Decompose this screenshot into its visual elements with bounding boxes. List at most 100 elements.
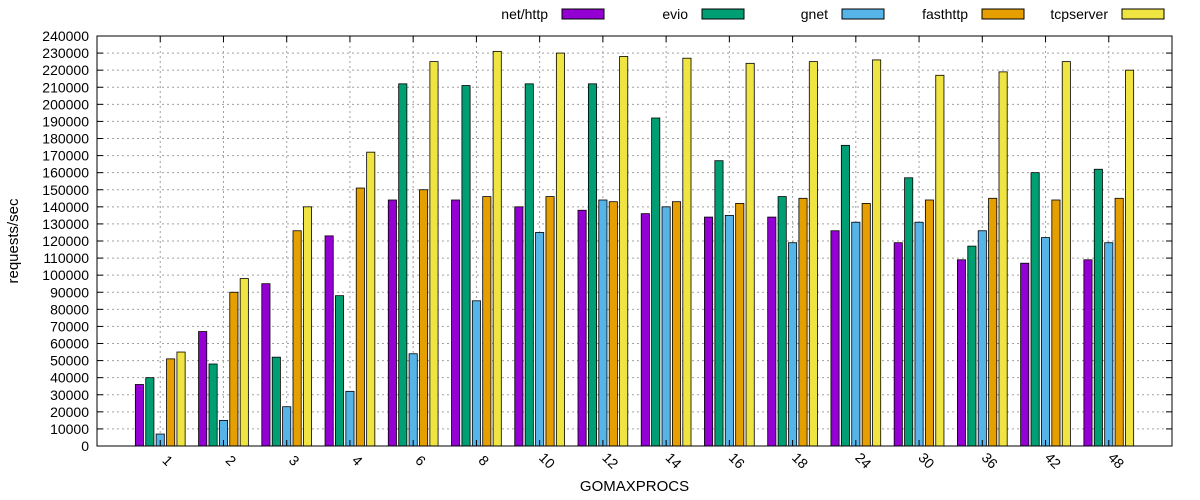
bar-net-http — [198, 331, 208, 447]
bar-net-http — [134, 384, 144, 447]
x-tick-label: 16 — [726, 449, 748, 471]
y-tick-label: 120000 — [42, 233, 89, 249]
bar-net-http — [956, 259, 966, 447]
bar-gnet — [977, 230, 987, 447]
bar-gnet — [724, 214, 734, 447]
bar-net-http — [577, 209, 587, 447]
bar-tcpserver — [555, 52, 565, 447]
bar-fasthttp — [608, 201, 618, 447]
bar-fasthttp — [735, 203, 745, 447]
x-tick-label: 2 — [223, 452, 240, 469]
bar-fasthttp — [798, 197, 808, 447]
bar-net-http — [893, 242, 903, 447]
y-tick-label: 100000 — [42, 267, 89, 283]
bar-fasthttp — [419, 189, 429, 447]
legend: net/http evio gnet fasthttp tcpserver — [501, 6, 1165, 22]
y-tick-label: 60000 — [50, 336, 89, 352]
bar-net-http — [1020, 262, 1030, 447]
bar-evio — [777, 196, 787, 447]
legend-label: gnet — [801, 6, 828, 22]
bar-tcpserver — [808, 61, 818, 447]
y-tick-label: 170000 — [42, 148, 89, 164]
y-tick-label: 220000 — [42, 62, 89, 78]
x-tick-label: 6 — [412, 452, 429, 469]
y-tick-label: 240000 — [42, 28, 89, 44]
bar-gnet — [1104, 242, 1114, 447]
bar-fasthttp — [355, 187, 365, 447]
bar-gnet — [598, 199, 608, 447]
y-axis-label: requests/sec — [5, 198, 22, 284]
y-tick-label: 180000 — [42, 131, 89, 147]
bar-gnet — [788, 242, 798, 447]
x-tick-label: 24 — [852, 449, 874, 471]
bar-net-http — [704, 216, 714, 447]
bar-net-http — [514, 206, 524, 447]
bar-net-http — [1083, 259, 1093, 447]
y-tick-label: 110000 — [43, 250, 89, 266]
x-tick-label: 14 — [662, 449, 684, 471]
y-tick-label: 40000 — [50, 370, 89, 386]
bar-gnet — [914, 221, 924, 447]
bar-net-http — [324, 235, 334, 447]
bar-fasthttp — [924, 199, 934, 447]
x-tick-label: 42 — [1042, 449, 1064, 471]
legend-label: tcpserver — [1050, 6, 1108, 22]
bar-tcpserver — [303, 206, 313, 447]
bar-fasthttp — [545, 196, 555, 447]
y-tick-label: 20000 — [50, 404, 89, 420]
y-tick-label: 150000 — [42, 182, 89, 198]
bar-evio — [714, 160, 724, 447]
x-tick-label: 36 — [979, 449, 1001, 471]
y-tick-label: 130000 — [42, 216, 89, 232]
bar-evio — [840, 144, 850, 447]
bar-tcpserver — [429, 61, 439, 447]
bar-tcpserver — [366, 151, 376, 447]
bar-tcpserver — [492, 50, 502, 447]
bar-fasthttp — [1051, 199, 1061, 447]
legend-label: evio — [662, 6, 688, 22]
bar-gnet — [471, 300, 481, 447]
x-tick-label: 48 — [1105, 449, 1127, 471]
bar-evio — [1030, 172, 1040, 447]
x-tick-label: 3 — [286, 452, 303, 469]
bar-tcpserver — [1125, 69, 1135, 447]
bar-tcpserver — [935, 74, 945, 447]
y-tick-label: 10000 — [50, 421, 89, 437]
bar-evio — [271, 356, 281, 447]
bar-tcpserver — [682, 57, 692, 447]
x-axis-label: GOMAXPROCS — [580, 478, 689, 495]
bar-evio — [967, 245, 977, 447]
y-tick-label: 0 — [81, 438, 89, 454]
x-tick-label: 8 — [476, 452, 493, 469]
x-tick-label: 4 — [349, 452, 366, 469]
y-tick-label: 30000 — [50, 387, 89, 403]
bar-gnet — [408, 353, 418, 447]
bar-fasthttp — [861, 203, 871, 447]
bar-net-http — [767, 216, 777, 447]
y-tick-label: 80000 — [50, 301, 89, 317]
bar-tcpserver — [239, 278, 249, 447]
grid-lines — [97, 36, 1172, 446]
bar-tcpserver — [998, 71, 1008, 447]
y-tick-label: 200000 — [42, 96, 89, 112]
y-tick-label: 230000 — [42, 45, 89, 61]
bar-gnet — [851, 221, 861, 447]
bar-evio — [524, 83, 534, 447]
bar-gnet — [661, 206, 671, 447]
legend-label: fasthttp — [922, 6, 968, 22]
x-tick-label: 18 — [789, 449, 811, 471]
bar-tcpserver — [176, 351, 186, 447]
bar-evio — [904, 177, 914, 447]
bar-fasthttp — [166, 358, 176, 447]
bar-tcpserver — [619, 56, 629, 447]
bar-gnet — [1041, 237, 1051, 447]
bar-evio — [335, 295, 345, 447]
legend-swatch — [701, 8, 745, 20]
y-tick-label: 50000 — [50, 353, 89, 369]
bar-evio — [461, 85, 471, 447]
bar-fasthttp — [1114, 197, 1124, 447]
x-tick-label: 30 — [915, 449, 937, 471]
bar-evio — [208, 363, 218, 447]
bar-evio — [651, 117, 661, 447]
